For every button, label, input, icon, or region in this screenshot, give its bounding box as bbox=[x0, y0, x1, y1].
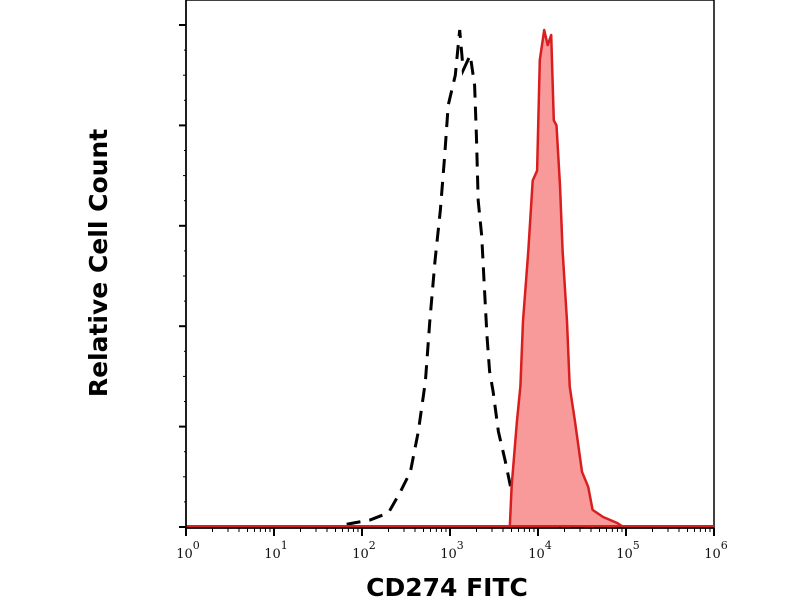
x-tick-base: 10 bbox=[528, 547, 545, 562]
x-tick-label: 106 bbox=[704, 539, 728, 562]
x-tick-exponent: 5 bbox=[633, 539, 640, 552]
x-tick-base: 10 bbox=[264, 547, 281, 562]
x-tick-base: 10 bbox=[440, 547, 457, 562]
x-tick-label: 101 bbox=[264, 539, 288, 562]
x-tick-label: 105 bbox=[616, 539, 640, 562]
isotype-histogram-dashed-line bbox=[186, 29, 714, 529]
x-tick-exponent: 3 bbox=[457, 539, 464, 552]
x-tick-label: 103 bbox=[440, 539, 464, 562]
x-tick-exponent: 2 bbox=[369, 539, 376, 552]
stained-histogram-line bbox=[186, 28, 714, 529]
x-tick-base: 10 bbox=[704, 547, 721, 562]
x-tick-label: 102 bbox=[352, 539, 376, 562]
x-tick-base: 10 bbox=[616, 547, 633, 562]
x-tick-exponent: 0 bbox=[193, 539, 200, 552]
plot-border bbox=[185, 0, 715, 529]
y-axis-title: Relative Cell Count bbox=[84, 129, 113, 397]
series-layer bbox=[186, 28, 714, 529]
plot-frame bbox=[185, 0, 715, 529]
x-tick-exponent: 1 bbox=[281, 539, 288, 552]
x-tick-exponent: 6 bbox=[721, 539, 728, 552]
x-tick-base: 10 bbox=[352, 547, 369, 562]
x-tick-label: 104 bbox=[528, 539, 552, 562]
x-tick-exponent: 4 bbox=[545, 539, 552, 552]
x-axis-title: CD274 FITC bbox=[366, 573, 528, 600]
x-tick-base: 10 bbox=[176, 547, 193, 562]
x-tick-label: 100 bbox=[176, 539, 200, 562]
